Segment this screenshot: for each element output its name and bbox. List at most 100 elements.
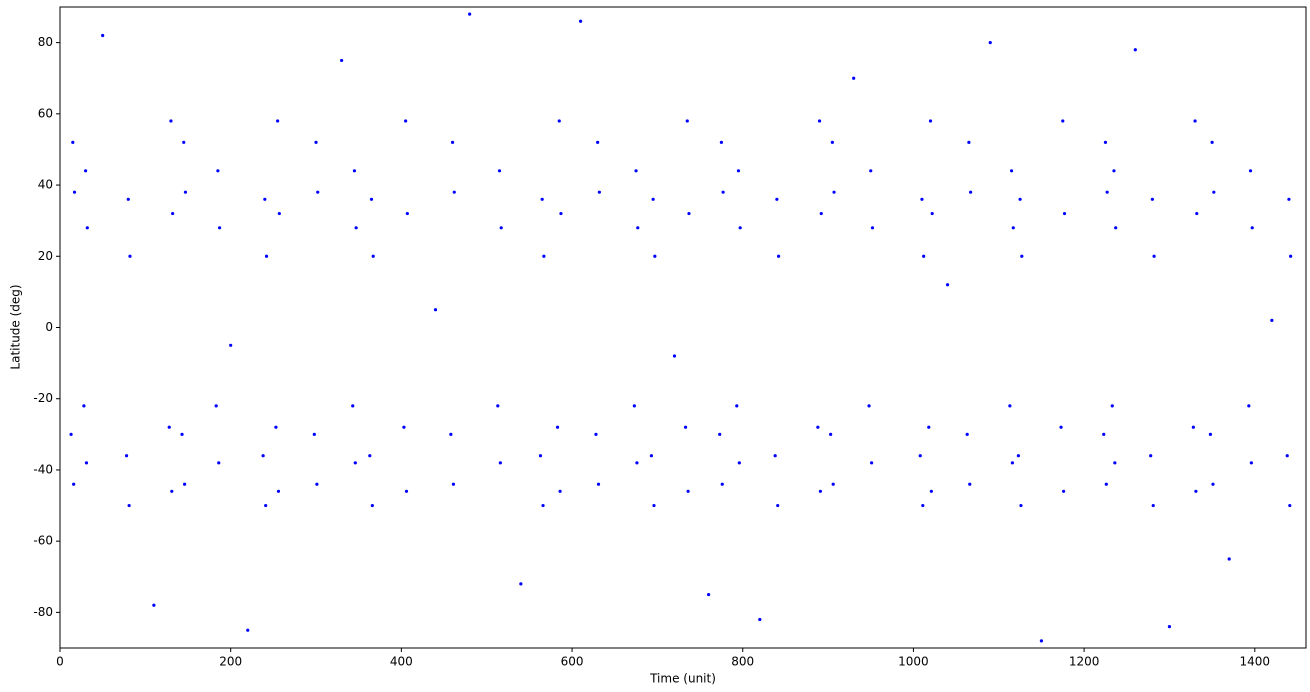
x-tick-label: 400 xyxy=(390,655,413,669)
point xyxy=(651,197,655,201)
point xyxy=(1008,404,1012,408)
point xyxy=(127,503,131,508)
x-axis-label: Time (unit) xyxy=(649,672,716,686)
point xyxy=(559,211,563,216)
y-tick-label: -40 xyxy=(33,462,53,476)
point xyxy=(433,308,438,312)
point xyxy=(1167,625,1172,629)
x-tick-label: 200 xyxy=(219,655,242,669)
point xyxy=(261,454,265,458)
point xyxy=(1110,404,1114,408)
point xyxy=(1039,639,1044,643)
point xyxy=(276,119,280,123)
point xyxy=(649,454,654,458)
point xyxy=(69,432,73,436)
point xyxy=(596,140,600,144)
point xyxy=(776,503,780,508)
point xyxy=(597,190,601,194)
point xyxy=(635,461,639,465)
point xyxy=(217,226,222,230)
point xyxy=(371,254,375,258)
point xyxy=(718,432,722,436)
point xyxy=(496,404,500,408)
point xyxy=(1249,461,1253,465)
point xyxy=(246,628,250,632)
point xyxy=(1061,119,1065,123)
y-tick-label: 60 xyxy=(38,106,53,120)
plot-frame xyxy=(59,6,1307,649)
point xyxy=(1151,503,1155,508)
point xyxy=(685,119,689,123)
point xyxy=(1195,211,1199,216)
point xyxy=(869,169,873,173)
y-axis-label: Latitude (deg) xyxy=(9,284,23,369)
point xyxy=(1010,461,1015,465)
y-tick-label: 40 xyxy=(38,178,53,192)
point xyxy=(920,197,924,201)
point xyxy=(817,119,822,123)
point xyxy=(1019,503,1023,508)
point xyxy=(128,254,132,258)
point xyxy=(84,169,88,173)
point xyxy=(720,482,724,486)
point xyxy=(1212,190,1216,194)
point xyxy=(1149,454,1153,458)
point xyxy=(72,190,77,194)
point xyxy=(832,190,836,194)
point xyxy=(519,582,523,586)
point xyxy=(596,482,601,486)
point xyxy=(721,190,725,194)
point xyxy=(264,503,268,508)
y-tick-label: -60 xyxy=(33,534,53,548)
point xyxy=(738,226,742,230)
point xyxy=(927,425,931,429)
point xyxy=(965,432,969,436)
point xyxy=(929,489,933,493)
point xyxy=(736,169,741,173)
point xyxy=(538,454,543,458)
point xyxy=(1288,503,1292,508)
point xyxy=(1062,211,1067,216)
point xyxy=(968,482,972,486)
point xyxy=(1112,169,1116,173)
point xyxy=(1150,197,1154,201)
point xyxy=(852,76,856,80)
point xyxy=(558,489,562,493)
point xyxy=(541,503,545,508)
x-tick-label: 800 xyxy=(731,655,754,669)
point xyxy=(687,211,691,216)
point xyxy=(921,503,925,508)
point xyxy=(867,404,871,408)
point xyxy=(217,461,221,465)
point xyxy=(1062,489,1066,493)
point xyxy=(124,454,129,458)
point xyxy=(101,33,105,38)
point xyxy=(82,404,86,408)
point xyxy=(930,211,934,216)
point xyxy=(870,461,874,465)
point xyxy=(352,169,357,173)
point xyxy=(353,461,357,465)
point xyxy=(1114,226,1118,230)
point xyxy=(870,226,875,230)
point xyxy=(830,140,834,144)
point xyxy=(735,404,739,408)
point xyxy=(773,454,777,458)
point xyxy=(1194,489,1198,493)
x-tick-label: 1000 xyxy=(898,655,929,669)
point xyxy=(1104,482,1108,486)
point xyxy=(928,119,933,123)
point xyxy=(922,254,926,258)
point xyxy=(594,432,598,436)
point xyxy=(1103,140,1108,144)
point xyxy=(1020,254,1024,258)
point xyxy=(1248,169,1253,173)
point xyxy=(229,343,233,347)
point xyxy=(72,482,76,486)
point xyxy=(1152,254,1156,258)
point xyxy=(578,19,583,23)
point xyxy=(84,461,89,465)
point xyxy=(182,140,186,144)
point xyxy=(831,482,835,486)
